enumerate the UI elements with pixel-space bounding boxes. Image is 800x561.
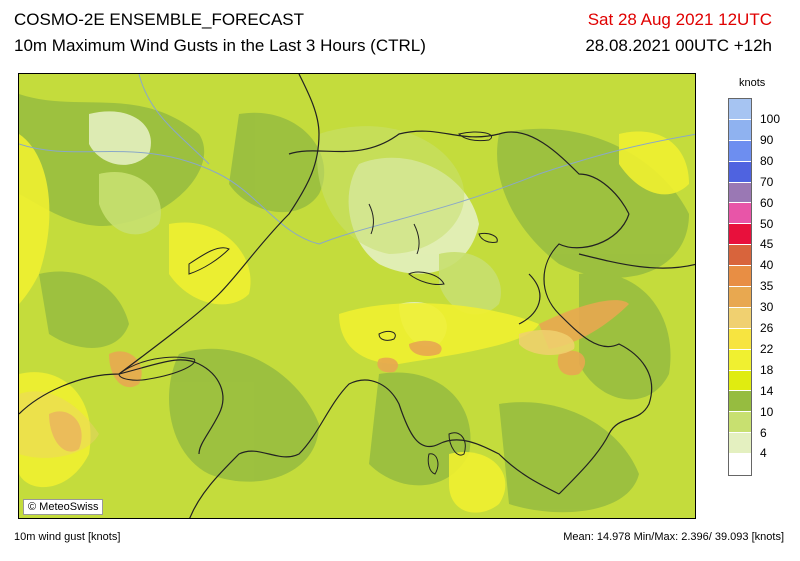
- map-title: COSMO-2E ENSEMBLE_FORECAST: [14, 10, 305, 29]
- legend-swatch: [729, 454, 751, 476]
- legend-label: 10: [760, 404, 774, 419]
- copyright-label: © MeteoSwiss: [23, 499, 104, 515]
- run-time: 28.08.2021 00UTC +12h: [585, 36, 772, 55]
- legend-swatch: [729, 99, 751, 120]
- legend-label: 70: [760, 174, 774, 189]
- legend-label: 22: [760, 341, 774, 356]
- legend-swatch: [729, 245, 751, 267]
- wind-gust-map: © MeteoSwiss: [18, 73, 696, 519]
- legend-label: 40: [760, 258, 774, 273]
- legend-label: 45: [760, 237, 774, 252]
- legend-label: 60: [760, 195, 774, 210]
- legend-label: 35: [760, 279, 774, 294]
- legend-swatch: [729, 328, 751, 350]
- map-subtitle: 10m Maximum Wind Gusts in the Last 3 Hou…: [14, 36, 426, 55]
- legend-label: 30: [760, 300, 774, 315]
- legend-label: 50: [760, 216, 774, 231]
- legend-swatch: [729, 119, 751, 141]
- valid-time: Sat 28 Aug 2021 12UTC: [587, 10, 772, 29]
- legend-swatch: [729, 182, 751, 204]
- legend-colorbar: [728, 98, 752, 477]
- legend-swatch: [729, 433, 751, 455]
- legend-swatch: [729, 224, 751, 246]
- legend-label: 26: [760, 321, 774, 335]
- legend-label: 14: [760, 383, 774, 398]
- legend-swatch: [729, 349, 751, 371]
- legend-swatch: [729, 287, 751, 308]
- stats-label: Mean: 14.978 Min/Max: 2.396/ 39.093 [kno…: [563, 531, 784, 543]
- legend-swatch: [729, 266, 751, 288]
- legend-unit: knots: [739, 77, 766, 89]
- legend-swatch: [729, 412, 751, 434]
- legend-label: 4: [760, 446, 767, 461]
- legend-swatch: [729, 140, 751, 162]
- legend-swatch: [729, 391, 751, 413]
- legend-swatch: [729, 203, 751, 225]
- legend-label: 90: [760, 132, 774, 147]
- legend-swatch: [729, 307, 751, 329]
- legend-label: 18: [760, 362, 774, 377]
- legend-label: 80: [760, 153, 774, 168]
- legend-label: 6: [760, 425, 767, 440]
- legend-label: 100: [760, 112, 781, 126]
- legend-swatch: [729, 370, 751, 392]
- variable-label: 10m wind gust [knots]: [14, 531, 121, 543]
- map-canvas: [19, 74, 695, 518]
- legend-swatch: [729, 161, 751, 183]
